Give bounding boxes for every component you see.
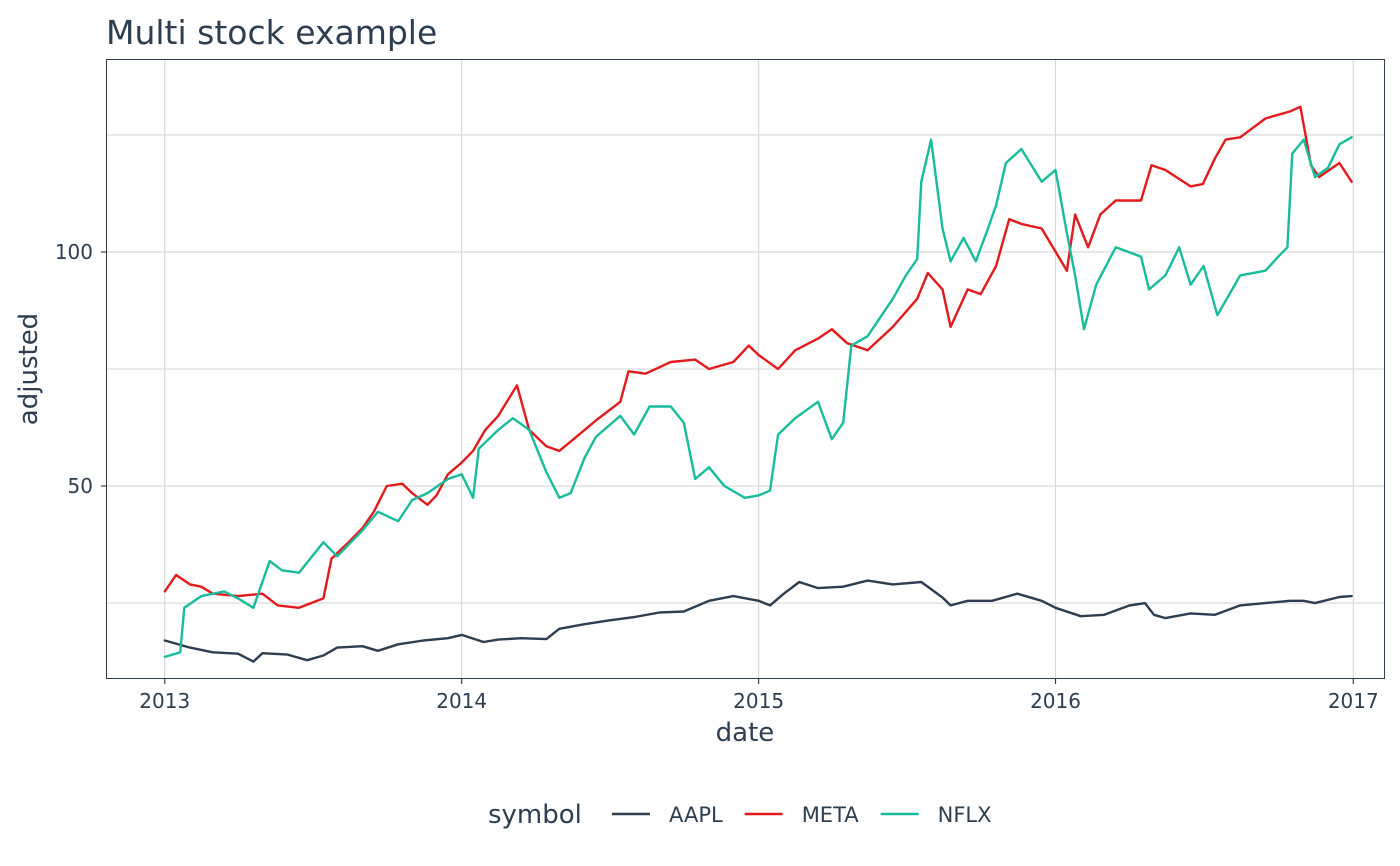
x-axis: 2013 2014 2015 2016 2017 xyxy=(139,678,1379,713)
x-tick-label: 2013 xyxy=(139,689,190,713)
x-tick-label: 2017 xyxy=(1328,689,1379,713)
chart-title: Multi stock example xyxy=(106,13,437,52)
legend-item-meta: META xyxy=(744,803,860,827)
x-tick-label: 2015 xyxy=(733,689,784,713)
series-lines xyxy=(163,105,1353,663)
y-axis-title: adjusted xyxy=(14,313,44,425)
y-tick-label: 100 xyxy=(55,240,93,264)
legend-label: META xyxy=(802,803,860,827)
legend-label: AAPL xyxy=(669,803,723,827)
legend-item-aapl: AAPL xyxy=(612,803,723,827)
series-line-meta xyxy=(163,105,1353,609)
legend-items: AAPL META NFLX xyxy=(612,803,992,827)
legend-item-nflx: NFLX xyxy=(880,803,992,827)
legend-label: NFLX xyxy=(938,803,992,827)
x-tick-label: 2014 xyxy=(436,689,487,713)
plot-panel xyxy=(106,59,1385,679)
x-axis-title: date xyxy=(716,718,775,748)
series-line-aapl xyxy=(163,579,1353,663)
legend-title: symbol xyxy=(488,800,582,830)
legend: symbol AAPL META NFLX xyxy=(488,800,992,830)
grid-lines xyxy=(107,60,1385,678)
x-tick-label: 2016 xyxy=(1030,689,1081,713)
series-line-nflx xyxy=(163,136,1353,659)
y-tick-label: 50 xyxy=(68,474,93,498)
y-axis: 50 100 xyxy=(55,240,107,498)
